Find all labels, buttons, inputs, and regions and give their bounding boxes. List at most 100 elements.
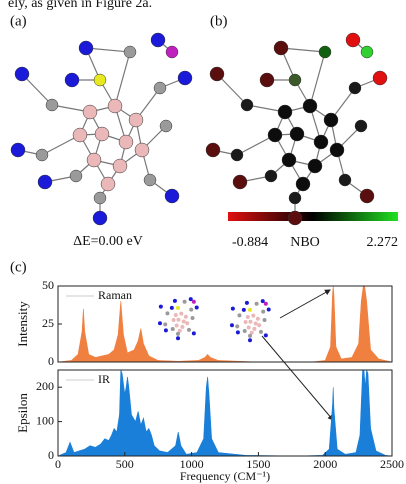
y-tick-label: 0 <box>48 354 54 368</box>
inset-atom <box>242 308 246 312</box>
inset-atom <box>176 332 180 336</box>
atom <box>11 143 25 157</box>
atom <box>278 105 292 119</box>
atom <box>101 177 115 191</box>
inset-atom <box>243 329 247 333</box>
inset-atom <box>245 301 249 305</box>
atom <box>241 99 253 111</box>
y-tick-label: 50 <box>42 278 54 292</box>
inset-atom <box>255 302 259 306</box>
atom <box>206 143 220 157</box>
atom <box>124 46 136 58</box>
atom <box>346 33 360 47</box>
inset-atom <box>236 330 240 334</box>
inset-atom <box>163 322 167 326</box>
inset-atom <box>246 315 250 319</box>
legend-label: IR <box>98 372 110 386</box>
inset-atom <box>183 300 187 304</box>
atom <box>15 67 29 81</box>
inset-atom <box>176 306 180 310</box>
atom <box>79 41 93 55</box>
energy-label: ΔE=0.00 eV <box>73 234 143 249</box>
inset-atom <box>164 328 168 332</box>
colorbar <box>228 212 398 221</box>
atom <box>319 46 331 58</box>
atom <box>151 33 165 47</box>
inset-atom <box>175 324 179 328</box>
inset-atom <box>171 327 175 331</box>
atom <box>282 153 296 167</box>
atom <box>160 120 172 132</box>
atom <box>231 149 243 161</box>
inset-atom <box>159 305 163 309</box>
inset-atom <box>173 299 177 303</box>
atom <box>46 99 58 111</box>
inset-atom <box>191 316 195 320</box>
inset-atom <box>185 321 189 325</box>
inset-atom <box>172 318 176 322</box>
atom <box>165 189 179 203</box>
atom <box>36 149 48 161</box>
atom <box>265 170 277 182</box>
atom <box>289 192 301 204</box>
atom <box>144 174 156 186</box>
atom <box>108 99 122 113</box>
inset-atom <box>256 317 260 321</box>
atom <box>308 159 322 173</box>
inset-atom <box>174 313 178 317</box>
figure: ely, as given in Figure 2a. (a) (b) ΔE=0… <box>0 0 406 484</box>
inset-atom <box>179 312 183 316</box>
atom <box>330 143 344 157</box>
atom <box>178 71 192 85</box>
atom <box>119 135 133 149</box>
inset-atom <box>247 326 251 330</box>
y-tick-label: 25 <box>42 316 54 330</box>
atom <box>38 175 52 189</box>
arrow <box>280 290 330 318</box>
inset-atom <box>158 321 162 325</box>
atom <box>95 127 109 141</box>
atom <box>94 192 106 204</box>
atom <box>210 67 224 81</box>
inset-atom <box>231 307 235 311</box>
atom <box>361 46 373 58</box>
inset-atom <box>180 325 184 329</box>
bond <box>115 52 130 106</box>
atom <box>135 143 149 157</box>
atom <box>87 153 101 167</box>
colorbar-max: 2.272 <box>367 235 399 250</box>
atom <box>70 170 82 182</box>
x-tick-label: 0 <box>55 457 61 471</box>
atom <box>73 128 87 142</box>
inset-atom <box>257 323 261 327</box>
y-axis-label: Epsilon <box>15 393 30 433</box>
panel-label: (b) <box>210 13 228 29</box>
atom <box>296 177 310 191</box>
atom <box>324 113 338 127</box>
inset-atom <box>189 297 193 301</box>
inset-atom <box>176 318 180 322</box>
atom <box>290 127 304 141</box>
inset-atom <box>264 333 268 337</box>
atom <box>154 82 166 94</box>
inset-atom <box>263 318 267 322</box>
atom <box>166 46 178 58</box>
inset-atom <box>230 323 234 327</box>
x-tick-label: 2000 <box>313 457 337 471</box>
atom <box>303 99 317 113</box>
atom <box>233 175 247 189</box>
panel-label: (a) <box>10 13 27 29</box>
atom <box>113 159 127 173</box>
atom <box>260 73 274 87</box>
atom <box>349 82 361 94</box>
y-axis-label: Intensity <box>15 301 30 347</box>
text-fragment: ely, as given in Figure 2a. <box>8 0 152 11</box>
atom <box>268 128 282 142</box>
atom <box>289 74 301 86</box>
inset-atom <box>165 311 169 315</box>
inset-atom <box>248 320 252 324</box>
inset-atom <box>244 320 248 324</box>
inset-atom <box>176 336 180 340</box>
inset-atom <box>187 328 191 332</box>
bond <box>310 52 325 106</box>
